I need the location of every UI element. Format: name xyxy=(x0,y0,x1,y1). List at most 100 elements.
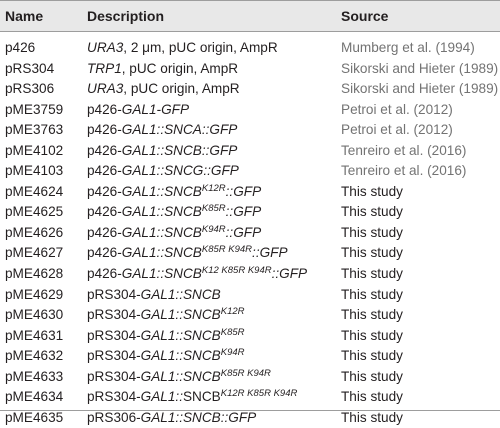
table-row: pME4626 p426-GAL1::SNCBK94R::GFP This stud… xyxy=(0,223,500,244)
description-segment: GAL1::SNCB xyxy=(140,307,221,323)
table-row: pME4625 p426-GAL1::SNCBK85R::GFP This stud… xyxy=(0,202,500,223)
plasmid-source: Petroi et al. (2012) xyxy=(341,122,453,138)
plasmid-description: p426-GAL1::SNCG::GFP xyxy=(87,161,239,181)
bottom-rule xyxy=(0,410,500,411)
plasmid-source: This study xyxy=(341,245,403,261)
description-segment: pRS304- xyxy=(87,327,141,343)
plasmid-description: pRS304-GAL1::SNCBK85R K94R xyxy=(87,367,271,387)
description-superscript: K85R K94R xyxy=(201,244,253,256)
plasmid-source: This study xyxy=(341,183,403,199)
table-row: pME4632 pRS304-GAL1::SNCBK94R This study xyxy=(0,346,500,367)
table-row: pME4634 pRS304-GAL1::SNCBK12R K85R K94R Th… xyxy=(0,387,500,408)
description-superscript: K12R xyxy=(220,306,245,318)
description-segment: p426- xyxy=(87,101,122,117)
description-segment: GAL1::SNCB xyxy=(121,204,202,220)
description-segment: URA3 xyxy=(87,40,124,55)
description-segment: p426- xyxy=(87,142,122,158)
plasmid-description: pRS304-GAL1::SNCB xyxy=(87,285,221,305)
description-segment: pRS304- xyxy=(87,389,141,405)
description-segment: ::GFP xyxy=(225,204,262,220)
table-row: pME4102 p426-GAL1::SNCB::GFP Tenreiro et a… xyxy=(0,141,500,162)
description-segment: GAL1:: xyxy=(140,389,183,405)
table-row: pME4629 pRS304-GAL1::SNCB This study xyxy=(0,285,500,306)
plasmid-source: Sikorski and Hieter (1989) xyxy=(341,81,499,97)
plasmid-name: pME4632 xyxy=(5,348,64,364)
table-row: pME3759 p426-GAL1-GFP Petroi et al. (2012) xyxy=(0,100,500,121)
description-segment: , pUC origin, AmpR xyxy=(123,81,240,97)
plasmid-source: This study xyxy=(341,224,403,240)
plasmid-name: pME4102 xyxy=(5,142,64,158)
plasmid-source: This study xyxy=(341,266,403,282)
plasmid-description: TRP1, pUC origin, AmpR xyxy=(87,59,238,79)
description-segment: GAL1::SNCB xyxy=(140,348,221,364)
table-row: pME4103 p426-GAL1::SNCG::GFP Tenreiro et a… xyxy=(0,161,500,182)
plasmid-source: Petroi et al. (2012) xyxy=(341,101,453,117)
description-superscript: K12R xyxy=(201,182,226,194)
plasmid-description: URA3, pUC origin, AmpR xyxy=(87,79,240,99)
description-segment: GAL1-GFP xyxy=(121,101,190,117)
plasmid-name: pME4628 xyxy=(5,266,64,282)
description-segment: p426- xyxy=(87,224,122,240)
plasmid-description: pRS304-GAL1::SNCBK12R K85R K94R xyxy=(87,387,297,407)
plasmid-description: p426-GAL1-GFP xyxy=(87,100,189,120)
plasmid-source: This study xyxy=(341,368,403,384)
description-segment: URA3 xyxy=(87,81,124,97)
table-row: pME4630 pRS304-GAL1::SNCBK12R This study xyxy=(0,305,500,326)
description-segment: pRS304- xyxy=(87,368,141,384)
description-superscript: K85R K94R xyxy=(220,367,271,379)
description-segment: pRS304- xyxy=(87,286,141,302)
description-segment: ::GFP xyxy=(271,266,308,282)
plasmid-name: pME4626 xyxy=(5,224,64,240)
plasmid-source: Tenreiro et al. (2016) xyxy=(341,142,467,158)
plasmid-description: p426-GAL1::SNCBK85R K94R::GFP xyxy=(87,243,288,263)
plasmid-name: pME4630 xyxy=(5,307,64,323)
description-segment: , pUC origin, AmpR xyxy=(121,60,239,76)
plasmid-name: pRS306 xyxy=(5,81,55,97)
description-segment: GAL1::SNCB::GFP xyxy=(140,409,257,425)
plasmid-source: This study xyxy=(341,286,403,302)
plasmid-description: pRS304-GAL1::SNCBK94R xyxy=(87,346,245,366)
description-segment: p426- xyxy=(87,204,122,220)
plasmid-source: This study xyxy=(341,389,403,405)
description-segment: GAL1::SNCA::GFP xyxy=(121,122,238,138)
table-row: p426 URA3, 2 μm, pUC origin, AmpR Mumberg … xyxy=(0,38,500,59)
description-segment: p426- xyxy=(87,163,122,179)
description-segment: GAL1::SNCG::GFP xyxy=(121,163,239,179)
description-segment: TRP1 xyxy=(87,60,122,76)
plasmid-name: p426 xyxy=(5,40,36,55)
plasmid-name: pME4625 xyxy=(5,204,64,220)
description-segment: GAL1::SNCB xyxy=(121,224,202,240)
description-segment: ::GFP xyxy=(252,245,288,261)
plasmid-description: p426-GAL1::SNCBK85R::GFP xyxy=(87,202,261,222)
description-superscript: K12 K85R K94R xyxy=(201,265,272,277)
plasmid-description: pRS304-GAL1::SNCBK12R xyxy=(87,305,245,325)
description-segment: ::GFP xyxy=(225,183,262,199)
plasmid-description: p426-GAL1::SNCBK12R::GFP xyxy=(87,182,261,202)
plasmid-name: pME3763 xyxy=(5,122,64,138)
description-segment: ::GFP xyxy=(225,224,262,240)
header-name: Name xyxy=(5,8,44,24)
plasmid-name: pME4627 xyxy=(5,245,64,261)
description-segment: GAL1::SNCB xyxy=(140,327,221,343)
plasmid-description: p426-GAL1::SNCB::GFP xyxy=(87,141,237,161)
description-segment: GAL1::SNCB xyxy=(140,368,221,384)
plasmid-source: This study xyxy=(341,204,403,220)
description-segment: GAL1::SNCB xyxy=(140,286,221,302)
table-row: pME4633 pRS304-GAL1::SNCBK85R K94R This st… xyxy=(0,367,500,388)
plasmid-name: pME3759 xyxy=(5,101,64,117)
description-superscript: K85R xyxy=(201,203,226,215)
description-segment: p426- xyxy=(87,245,122,261)
plasmid-name: pME4629 xyxy=(5,286,64,302)
plasmid-name: pRS304 xyxy=(5,60,55,76)
description-superscript: K85R xyxy=(220,326,245,338)
plasmid-name: pME4634 xyxy=(5,389,64,405)
description-segment: GAL1::SNCB::GFP xyxy=(121,142,238,158)
plasmid-name: pME4631 xyxy=(5,327,64,343)
table-row: pME4631 pRS304-GAL1::SNCBK85R This study xyxy=(0,326,500,347)
table-row: pME4624 p426-GAL1::SNCBK12R::GFP This stud… xyxy=(0,182,500,203)
plasmid-source: Tenreiro et al. (2016) xyxy=(341,163,467,179)
plasmid-source: This study xyxy=(341,307,403,323)
table-row: pME4628 p426-GAL1::SNCBK12 K85R K94R::GFP… xyxy=(0,264,500,285)
description-superscript: K12R K85R K94R xyxy=(220,388,298,400)
